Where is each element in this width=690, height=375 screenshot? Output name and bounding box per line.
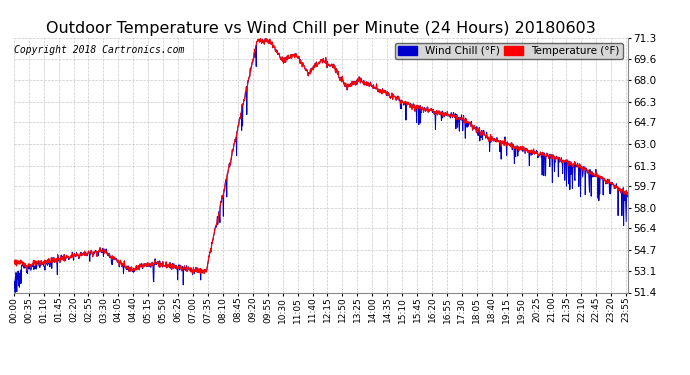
Legend: Wind Chill (°F), Temperature (°F): Wind Chill (°F), Temperature (°F) bbox=[395, 43, 622, 59]
Text: Copyright 2018 Cartronics.com: Copyright 2018 Cartronics.com bbox=[14, 45, 185, 55]
Title: Outdoor Temperature vs Wind Chill per Minute (24 Hours) 20180603: Outdoor Temperature vs Wind Chill per Mi… bbox=[46, 21, 595, 36]
